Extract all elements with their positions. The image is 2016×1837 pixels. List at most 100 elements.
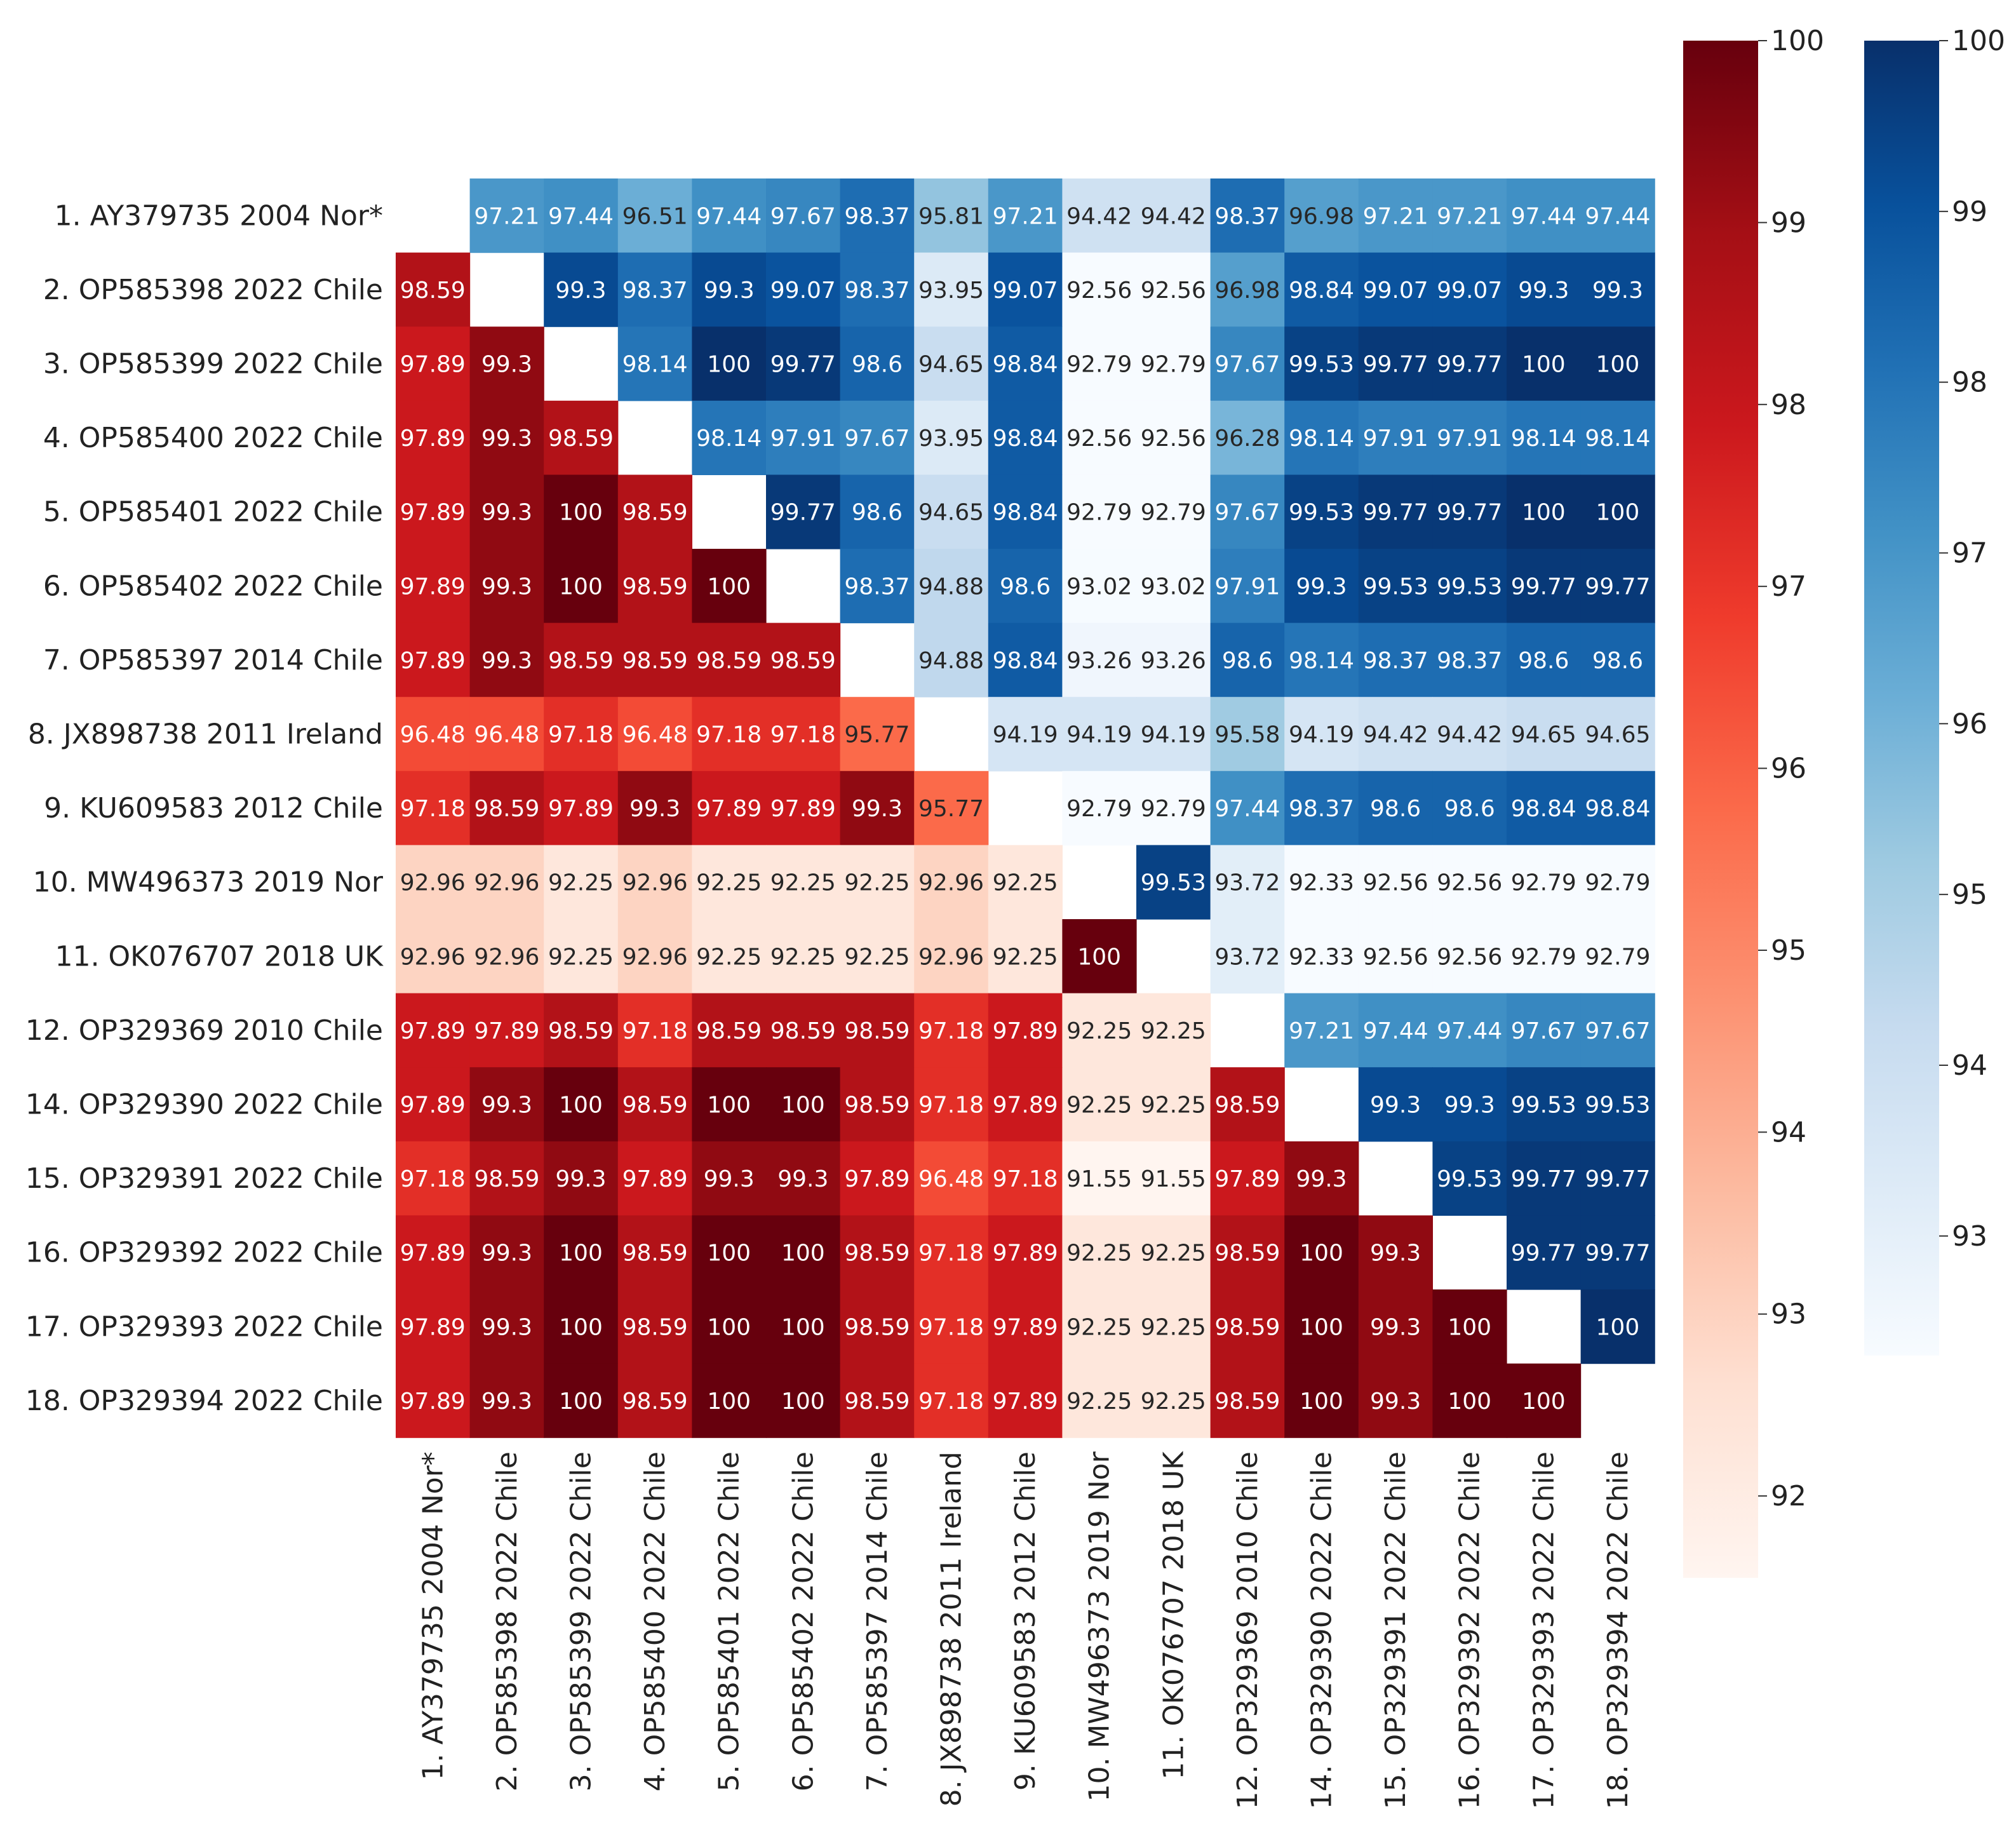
lower-cell-value: 98.59 xyxy=(770,648,836,674)
upper-cell-r1-c6 xyxy=(766,178,841,253)
lower-cell-value: 92.25 xyxy=(993,870,1058,896)
upper-cell-value: 97.67 xyxy=(1214,500,1280,526)
lower-cell-r6-c1 xyxy=(396,549,471,624)
upper-cell-r4-c7 xyxy=(840,400,915,475)
upper-cell-value: 98.37 xyxy=(622,278,688,304)
lower-cell-value: 98.59 xyxy=(622,1314,688,1340)
upper-cell-value: 94.88 xyxy=(918,648,984,674)
lower-cell-r17-c6 xyxy=(766,1363,841,1438)
lower-cell-r10-c3 xyxy=(544,845,619,920)
upper-cell-value: 99.53 xyxy=(1289,500,1354,526)
upper-cell-r3-c12 xyxy=(1210,326,1285,401)
lower-cell-r9-c7 xyxy=(840,770,915,845)
upper-cell-value: 94.19 xyxy=(1289,722,1354,748)
upper-cell-r8-c11 xyxy=(1136,697,1211,772)
upper-cell-r6-c14 xyxy=(1358,549,1433,624)
upper-cell-value: 98.14 xyxy=(1289,426,1354,452)
lower-cell-value: 92.25 xyxy=(770,870,836,896)
upper-cell-value: 99.53 xyxy=(1141,870,1206,896)
lower-cell-r13-c4 xyxy=(617,1067,692,1142)
row-label: 6. OP585402 2022 Chile xyxy=(43,570,383,602)
upper-cell-r7-c8 xyxy=(914,622,989,697)
upper-cell-value: 97.21 xyxy=(1289,1018,1354,1044)
upper-cell-value: 98.37 xyxy=(844,278,910,304)
upper-cell-value: 97.44 xyxy=(548,203,614,229)
lower-cell-r14-c13 xyxy=(1284,1141,1359,1216)
lower-cell-value: 100 xyxy=(707,1314,751,1340)
lower-cell-value: 100 xyxy=(1300,1314,1343,1340)
upper-cell-value: 99.3 xyxy=(555,278,606,304)
upper-cell-r3-c11 xyxy=(1136,326,1211,401)
upper-cell-r10-c13 xyxy=(1284,845,1359,920)
upper-cell-value: 99.07 xyxy=(1437,278,1502,304)
lower-cell-value: 99.3 xyxy=(481,1314,532,1340)
lower-cell-value: 98.59 xyxy=(770,1018,836,1044)
lower-cell-r15-c13 xyxy=(1284,1215,1359,1290)
lower-cell-r6-c3 xyxy=(544,549,619,624)
upper-cell-r2-c6 xyxy=(766,252,841,327)
upper-cell-value: 99.3 xyxy=(704,278,755,304)
upper-cell-r12-c14 xyxy=(1358,993,1433,1068)
upper-cell-value: 92.79 xyxy=(1066,352,1132,378)
upper-cell-value: 97.91 xyxy=(1437,426,1502,452)
upper-cell-value: 99.07 xyxy=(1363,278,1428,304)
lower-cell-value: 99.3 xyxy=(481,1093,532,1119)
lower-cell-r13-c7 xyxy=(840,1067,915,1142)
upper-cell-r7-c9 xyxy=(988,622,1063,697)
lower-cell-value: 92.96 xyxy=(400,944,466,970)
lower-cell-r4-c2 xyxy=(469,400,544,475)
upper-cell-r6-c11 xyxy=(1136,549,1211,624)
lower-cell-value: 97.18 xyxy=(400,796,466,822)
upper-cell-value: 97.91 xyxy=(1214,574,1280,600)
lower-cell-value: 92.25 xyxy=(1141,1018,1206,1044)
upper-cell-value: 97.21 xyxy=(1363,203,1428,229)
upper-cell-r8-c12 xyxy=(1210,697,1285,772)
upper-cell-value: 92.79 xyxy=(1511,944,1576,970)
upper-cell-value: 100 xyxy=(1596,500,1640,526)
lower-cell-value: 98.59 xyxy=(1214,1093,1280,1119)
lower-cell-value: 92.25 xyxy=(548,870,614,896)
lower-cell-r6-c2 xyxy=(469,549,544,624)
lower-cell-r8-c3 xyxy=(544,697,619,772)
upper-cell-r3-c17 xyxy=(1580,326,1655,401)
column-label: 12. OP329369 2010 Chile xyxy=(1232,1451,1264,1809)
upper-cell-value: 99.77 xyxy=(770,500,836,526)
lower-cell-value: 97.89 xyxy=(400,648,466,674)
lower-cell-value: 98.59 xyxy=(696,648,762,674)
upper-cell-r14-c17 xyxy=(1580,1141,1655,1216)
upper-cell-value: 97.21 xyxy=(474,203,539,229)
lower-cell-value: 98.59 xyxy=(1214,1314,1280,1340)
lower-cell-value: 97.89 xyxy=(993,1093,1058,1119)
lower-cell-value: 100 xyxy=(781,1241,825,1267)
lower-cell-value: 92.25 xyxy=(1066,1018,1132,1044)
upper-cell-value: 96.28 xyxy=(1214,426,1280,452)
upper-cell-r7-c11 xyxy=(1136,622,1211,697)
lower-cell-value: 100 xyxy=(1522,1389,1566,1415)
colorbar-blues-gradient xyxy=(1864,41,1939,1356)
upper-cell-value: 93.72 xyxy=(1214,870,1280,896)
colorbar-blues: 93 94 95 96 97 98 99 100 xyxy=(1864,25,2005,1356)
lower-cell-r10-c2 xyxy=(469,845,544,920)
upper-cell-value: 98.14 xyxy=(1585,426,1650,452)
lower-cell-value: 95.77 xyxy=(918,796,984,822)
lower-cell-r16-c15 xyxy=(1432,1289,1507,1364)
column-label: 9. KU609583 2012 Chile xyxy=(1009,1451,1042,1791)
lower-cell-value: 92.25 xyxy=(1066,1389,1132,1415)
upper-cell-r5-c9 xyxy=(988,474,1063,549)
lower-cell-r16-c4 xyxy=(617,1289,692,1364)
upper-cell-value: 98.6 xyxy=(1444,796,1495,822)
column-label: 16. OP329392 2022 Chile xyxy=(1454,1451,1486,1809)
upper-cell-r1-c2 xyxy=(469,178,544,253)
upper-cell-r7-c12 xyxy=(1210,622,1285,697)
upper-cell-r3-c8 xyxy=(914,326,989,401)
upper-cell-r1-c4 xyxy=(617,178,692,253)
upper-cell-r4-c14 xyxy=(1358,400,1433,475)
upper-cell-value: 92.79 xyxy=(1585,870,1650,896)
lower-cell-value: 99.3 xyxy=(852,796,903,822)
upper-cell-r5-c16 xyxy=(1507,474,1582,549)
lower-cell-value: 99.3 xyxy=(777,1166,828,1192)
lower-cell-value: 97.89 xyxy=(548,796,614,822)
upper-cell-value: 92.56 xyxy=(1363,944,1428,970)
lower-cell-r5-c4 xyxy=(617,474,692,549)
